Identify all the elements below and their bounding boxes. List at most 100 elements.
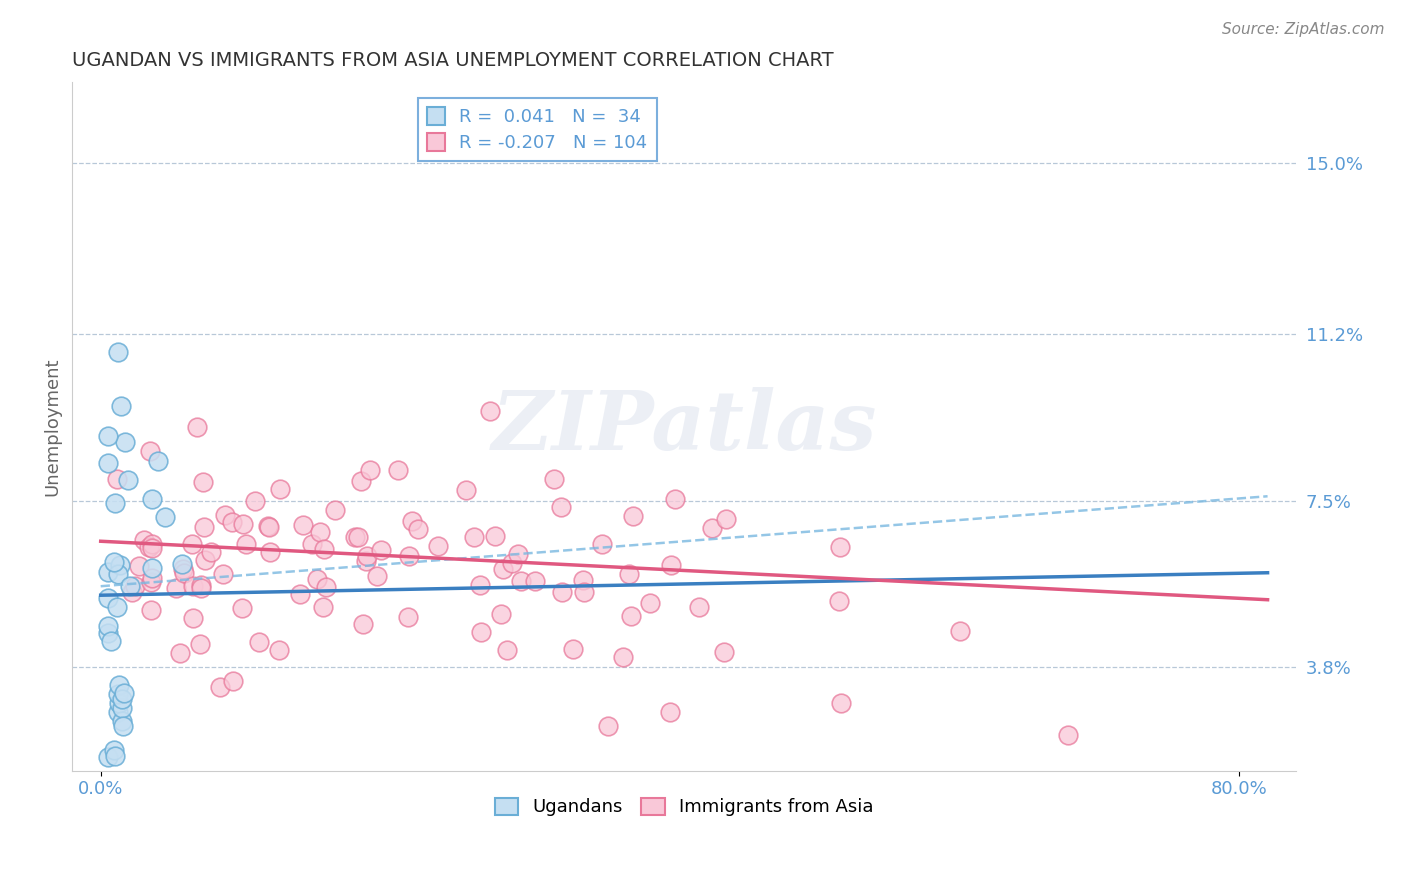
Point xyxy=(194,552,217,566)
Point xyxy=(117,473,139,487)
Point xyxy=(426,539,449,553)
Point xyxy=(243,493,266,508)
Point xyxy=(200,545,222,559)
Point xyxy=(183,579,205,593)
Point xyxy=(257,520,280,534)
Point xyxy=(141,571,163,585)
Point xyxy=(169,646,191,660)
Point xyxy=(221,516,243,530)
Point xyxy=(325,503,347,517)
Point xyxy=(186,420,208,434)
Point xyxy=(550,500,572,515)
Point xyxy=(139,575,162,590)
Point xyxy=(141,541,163,556)
Point xyxy=(551,585,574,599)
Point xyxy=(612,650,634,665)
Point xyxy=(350,474,373,488)
Point xyxy=(153,510,176,524)
Point xyxy=(97,749,120,764)
Point xyxy=(107,567,129,582)
Point xyxy=(141,491,163,506)
Point xyxy=(222,673,245,688)
Point xyxy=(713,645,735,659)
Point xyxy=(191,475,214,489)
Point xyxy=(103,743,125,757)
Point xyxy=(543,472,565,486)
Point xyxy=(406,522,429,536)
Point xyxy=(292,517,315,532)
Point xyxy=(621,508,644,523)
Point xyxy=(454,483,477,497)
Point xyxy=(620,608,643,623)
Point xyxy=(190,577,212,591)
Point xyxy=(307,572,329,586)
Point xyxy=(97,591,120,605)
Point xyxy=(501,556,523,570)
Point xyxy=(370,542,392,557)
Point xyxy=(828,540,851,554)
Y-axis label: Unemployment: Unemployment xyxy=(44,358,60,496)
Point xyxy=(830,696,852,710)
Point xyxy=(1057,728,1080,742)
Point xyxy=(172,557,194,571)
Point xyxy=(352,616,374,631)
Point xyxy=(124,579,146,593)
Point xyxy=(107,345,129,359)
Point xyxy=(110,399,132,413)
Point xyxy=(139,603,162,617)
Point xyxy=(479,404,502,418)
Point xyxy=(301,537,323,551)
Point xyxy=(120,579,142,593)
Point xyxy=(387,463,409,477)
Point xyxy=(111,700,134,714)
Point xyxy=(105,472,128,486)
Point xyxy=(702,520,724,534)
Point xyxy=(312,599,335,614)
Point xyxy=(714,512,737,526)
Point xyxy=(134,533,156,547)
Point xyxy=(231,601,253,615)
Point xyxy=(107,687,129,701)
Point xyxy=(256,518,278,533)
Point xyxy=(949,624,972,638)
Point xyxy=(97,619,120,633)
Point xyxy=(484,529,506,543)
Point xyxy=(562,641,585,656)
Point xyxy=(468,578,491,592)
Text: Source: ZipAtlas.com: Source: ZipAtlas.com xyxy=(1222,22,1385,37)
Point xyxy=(111,691,134,706)
Point xyxy=(190,582,212,596)
Point xyxy=(235,537,257,551)
Point xyxy=(269,643,291,657)
Point xyxy=(193,520,215,534)
Point xyxy=(104,496,127,510)
Text: UGANDAN VS IMMIGRANTS FROM ASIA UNEMPLOYMENT CORRELATION CHART: UGANDAN VS IMMIGRANTS FROM ASIA UNEMPLOY… xyxy=(72,51,834,70)
Point xyxy=(97,565,120,579)
Point xyxy=(111,714,134,729)
Point xyxy=(173,566,195,580)
Point xyxy=(572,585,595,599)
Point xyxy=(105,600,128,615)
Point xyxy=(827,593,849,607)
Point xyxy=(97,429,120,443)
Point xyxy=(108,678,131,692)
Point xyxy=(463,530,485,544)
Point xyxy=(112,719,135,733)
Point xyxy=(208,680,231,694)
Point xyxy=(100,634,122,648)
Point xyxy=(181,537,204,551)
Point xyxy=(496,643,519,657)
Point xyxy=(269,482,291,496)
Point xyxy=(664,491,686,506)
Point xyxy=(572,573,595,587)
Point xyxy=(359,463,381,477)
Point xyxy=(141,560,163,574)
Point xyxy=(398,549,420,564)
Point xyxy=(247,635,270,649)
Point xyxy=(356,549,378,563)
Point xyxy=(103,748,125,763)
Point xyxy=(347,530,370,544)
Point xyxy=(97,457,120,471)
Point xyxy=(591,537,613,551)
Text: ZIPatlas: ZIPatlas xyxy=(491,386,877,467)
